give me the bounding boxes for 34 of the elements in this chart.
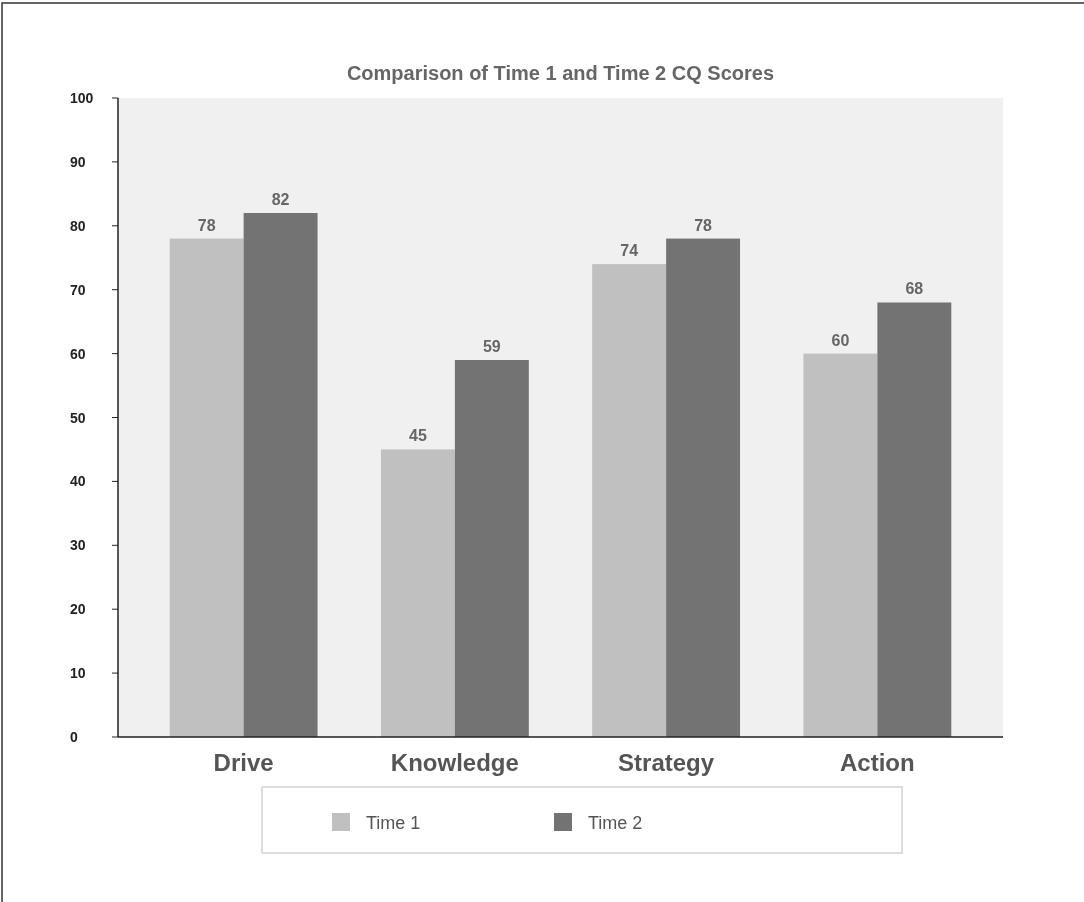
x-tick-label: Action [840,749,915,776]
y-tick-label: 70 [70,281,86,298]
data-label: 78 [197,216,216,234]
y-tick-label: 60 [70,345,86,362]
y-tick-label: 20 [70,601,86,618]
data-label: 45 [409,427,427,445]
y-tick-label: 80 [70,217,86,234]
bar [592,264,667,737]
data-label: 78 [694,216,713,234]
data-label: 60 [831,331,850,349]
legend-label: Time 2 [588,813,643,833]
x-tick-label: Drive [213,749,274,776]
y-tick-label: 50 [70,409,86,426]
y-tick-label: 100 [70,90,94,106]
y-tick-label: 40 [70,473,86,490]
data-label: 82 [271,191,290,209]
bar [169,238,244,737]
bar [877,302,952,737]
chart-title: Comparison of Time 1 and Time 2 CQ Scores [346,62,775,84]
bar [380,449,455,737]
bar [243,213,318,737]
x-tick-label: Strategy [618,749,715,776]
data-label: 74 [620,242,639,260]
bar [803,353,878,737]
legend-label: Time 1 [366,813,421,833]
x-tick-label: Knowledge [390,749,519,776]
y-tick-label: 0 [70,729,78,745]
data-label: 68 [905,280,924,298]
y-tick-label: 10 [70,665,86,682]
y-tick-label: 30 [70,537,86,554]
bar [666,238,741,737]
bar [454,359,529,737]
data-label: 59 [482,337,501,355]
y-tick-label: 90 [70,153,86,170]
